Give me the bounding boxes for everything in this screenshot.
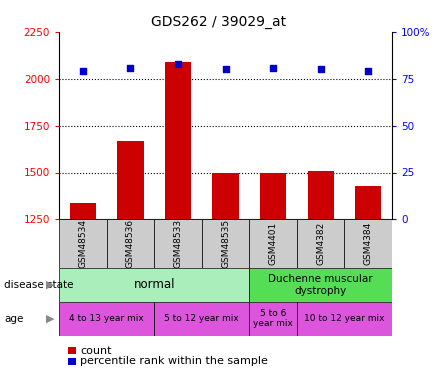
Point (270, 64, 277, 70)
Bar (355, 186, 381, 219)
Text: GSM4384: GSM4384 (364, 222, 373, 266)
Text: ▶: ▶ (46, 280, 55, 290)
Bar (107, 219, 154, 268)
Bar (249, 268, 392, 302)
Point (127, 64, 134, 70)
Text: GSM48535: GSM48535 (221, 219, 230, 268)
Bar (59, 268, 249, 302)
Text: GSM48533: GSM48533 (173, 219, 183, 268)
Bar (249, 219, 297, 268)
Point (174, 61, 181, 67)
Bar (59, 302, 154, 336)
Text: GSM4382: GSM4382 (316, 222, 325, 266)
Text: 5 to 6
year mix: 5 to 6 year mix (253, 309, 293, 328)
Text: GSM48534: GSM48534 (78, 219, 88, 268)
Text: Duchenne muscular
dystrophy: Duchenne muscular dystrophy (268, 274, 373, 296)
Bar (154, 302, 249, 336)
Point (317, 66, 324, 72)
Point (365, 68, 372, 74)
Bar (307, 171, 334, 219)
Bar (260, 172, 286, 219)
Text: normal: normal (134, 279, 175, 291)
Text: percentile rank within the sample: percentile rank within the sample (80, 356, 268, 366)
Text: GDS262 / 39029_at: GDS262 / 39029_at (152, 15, 286, 29)
Bar (202, 219, 249, 268)
Bar (154, 219, 202, 268)
Bar (212, 172, 239, 219)
Text: GSM4401: GSM4401 (268, 222, 278, 266)
Bar (117, 141, 144, 219)
Text: disease state: disease state (4, 280, 74, 290)
Point (79, 68, 86, 74)
Bar (297, 219, 344, 268)
Text: ▶: ▶ (46, 314, 55, 324)
Bar (249, 302, 297, 336)
Text: age: age (4, 314, 24, 324)
Text: 5 to 12 year mix: 5 to 12 year mix (164, 314, 239, 323)
Text: GSM48536: GSM48536 (126, 219, 135, 268)
Bar (297, 302, 392, 336)
Bar (59, 219, 107, 268)
Bar (165, 62, 191, 219)
Bar (70, 203, 96, 219)
Text: 10 to 12 year mix: 10 to 12 year mix (304, 314, 385, 323)
Bar (344, 219, 392, 268)
Point (222, 66, 229, 72)
Text: 4 to 13 year mix: 4 to 13 year mix (69, 314, 144, 323)
Text: count: count (80, 346, 112, 355)
